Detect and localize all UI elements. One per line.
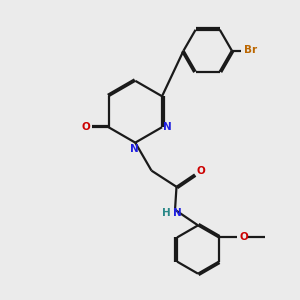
Text: O: O (239, 232, 248, 242)
Text: N: N (173, 208, 182, 218)
Text: N: N (163, 122, 172, 132)
Text: O: O (82, 122, 90, 132)
Text: N: N (130, 144, 139, 154)
Text: H: H (162, 208, 171, 218)
Text: Br: Br (244, 45, 257, 55)
Text: O: O (196, 166, 205, 176)
